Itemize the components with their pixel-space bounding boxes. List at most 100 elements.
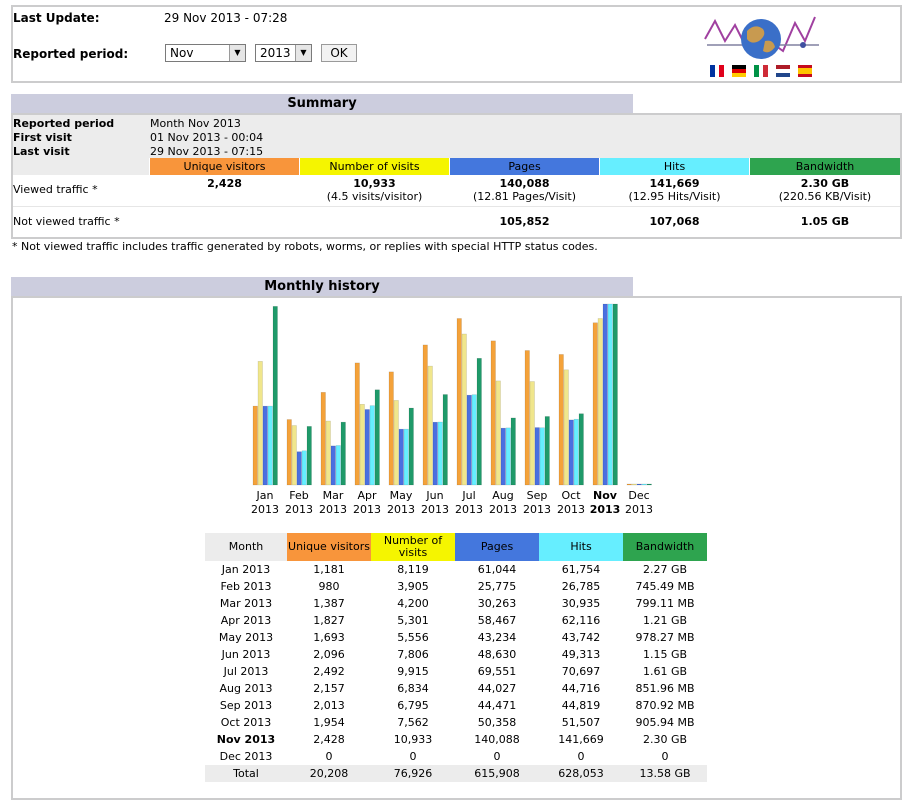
table-row: Dec 2013 0 0 0 0 0: [205, 748, 707, 765]
table-cell: 5,556: [397, 631, 429, 644]
not-viewed-bandwidth-value: 1.05 GB: [800, 215, 850, 228]
tick-label-month: Oct: [561, 489, 581, 502]
bar-may-series-2: [398, 428, 404, 486]
table-cell: 0: [325, 750, 333, 763]
tick-label-month: Jun: [425, 489, 443, 502]
tick-label-year: 2013: [387, 503, 415, 516]
bar-jun-series-4: [442, 394, 448, 486]
total-cell: 628,053: [539, 765, 623, 782]
bar-apr-series-0: [354, 362, 360, 486]
not-viewed-pages-value: 105,852: [499, 215, 550, 228]
table-cell: 69,551: [477, 665, 517, 678]
table-cell: 2,096: [313, 648, 345, 661]
viewed-bandwidth-sub: (220.56 KB/Visit): [778, 190, 872, 203]
col-hits: Hits: [600, 158, 749, 175]
table-cell: 4,200: [397, 597, 429, 610]
th-pages: Pages: [455, 533, 539, 561]
bar-oct-series-3: [573, 418, 579, 486]
bar-jun-series-3: [437, 421, 443, 486]
table-cell: 30,263: [477, 597, 517, 610]
bar-apr-series-1: [359, 404, 365, 486]
tick-label-year: 2013: [251, 503, 279, 516]
month-select[interactable]: Nov ▼: [165, 44, 246, 62]
bar-mar-series-2: [330, 445, 336, 486]
bar-apr-series-4: [374, 389, 380, 486]
bar-dec-series-4: [646, 483, 652, 486]
bar-feb-series-4: [306, 426, 312, 486]
tick-label-month: Feb: [289, 489, 308, 502]
total-cell: 20,208: [287, 765, 371, 782]
bar-jun-series-2: [432, 421, 438, 486]
tick-label-year: 2013: [489, 503, 517, 516]
bar-sep-series-4: [544, 416, 550, 486]
viewed-traffic-label: Viewed traffic *: [13, 183, 98, 196]
bar-jan-series-4: [272, 306, 278, 486]
table-cell: 62,116: [561, 614, 601, 627]
table-cell: 30,935: [561, 597, 601, 610]
table-cell: 870.92 MB: [635, 699, 695, 712]
table-row: May 2013 1,693 5,556 43,234 43,742 978.27 MB: [205, 629, 707, 646]
table-row: Jan 2013 1,181 8,119 61,044 61,754 2.27 GB: [205, 561, 707, 578]
table-cell-month: Feb 2013: [220, 580, 272, 593]
table-cell: 799.11 MB: [635, 597, 695, 610]
summary-last-visit-value: 29 Nov 2013 - 07:15: [150, 145, 264, 158]
bar-jan-series-0: [252, 405, 258, 486]
table-cell-month: May 2013: [218, 631, 274, 644]
bar-jul-series-1: [461, 333, 467, 486]
bar-nov-series-3: [607, 303, 613, 486]
viewed-unique-value: 2,428: [207, 177, 242, 190]
table-cell: 44,471: [477, 699, 517, 712]
table-cell: 48,630: [477, 648, 517, 661]
table-cell: 25,775: [477, 580, 517, 593]
table-cell: 978.27 MB: [635, 631, 695, 644]
tick-label-month: Sep: [527, 489, 548, 502]
year-select[interactable]: 2013 ▼: [255, 44, 312, 62]
bar-mar-series-4: [340, 421, 346, 486]
tick-label-year: 2013: [353, 503, 381, 516]
table-cell: 5,301: [397, 614, 429, 627]
table-row: Apr 2013 1,827 5,301 58,467 62,116 1.21 GB: [205, 612, 707, 629]
flag-spain-icon[interactable]: [798, 65, 812, 77]
table-cell: 2,013: [313, 699, 345, 712]
not-viewed-traffic-label: Not viewed traffic *: [13, 215, 120, 228]
bar-oct-series-0: [558, 354, 564, 486]
chevron-down-icon: ▼: [229, 45, 245, 61]
tick-label-year: 2013: [523, 503, 551, 516]
footnote: * Not viewed traffic includes traffic ge…: [12, 240, 598, 253]
table-cell: 44,819: [561, 699, 601, 712]
summary-reported-period-label: Reported period: [13, 117, 115, 130]
tick-label-year: 2013: [625, 503, 653, 516]
summary-title: Summary: [11, 94, 633, 113]
tick-label-month: Jul: [461, 489, 475, 502]
bar-dec-series-1: [631, 483, 637, 486]
bar-mar-series-3: [335, 445, 341, 486]
flag-germany-icon[interactable]: [732, 65, 746, 77]
bar-oct-series-2: [568, 419, 574, 486]
viewed-hits-value: 141,669: [649, 177, 700, 190]
ok-button[interactable]: OK: [321, 44, 357, 62]
table-cell-month: Jun 2013: [221, 648, 271, 661]
tick-label-month: Jan: [256, 489, 274, 502]
table-cell: 1,827: [313, 614, 345, 627]
th-hits: Hits: [539, 533, 623, 561]
viewed-pages-sub: (12.81 Pages/Visit): [472, 190, 577, 203]
monthly-history-title: Monthly history: [11, 277, 633, 296]
table-cell: 905.94 MB: [635, 716, 695, 729]
bar-sep-series-2: [534, 427, 540, 486]
flag-italy-icon[interactable]: [754, 65, 768, 77]
table-cell: 1,387: [313, 597, 345, 610]
flag-netherlands-icon[interactable]: [776, 65, 790, 77]
last-update-value: 29 Nov 2013 - 07:28: [164, 11, 288, 25]
bar-sep-series-3: [539, 427, 545, 486]
col-bandwidth: Bandwidth: [750, 158, 900, 175]
table-cell: 141,669: [558, 733, 604, 746]
th-number-of-visits: Number of visits: [371, 533, 455, 561]
bar-aug-series-1: [495, 380, 501, 486]
flag-france-icon[interactable]: [710, 65, 724, 77]
table-cell: 58,467: [477, 614, 517, 627]
bar-jul-series-3: [471, 394, 477, 486]
bar-feb-series-3: [301, 450, 307, 486]
last-update-label: Last Update:: [13, 11, 100, 25]
tick-label-year: 2013: [455, 503, 483, 516]
table-cell-month: Sep 2013: [219, 699, 273, 712]
